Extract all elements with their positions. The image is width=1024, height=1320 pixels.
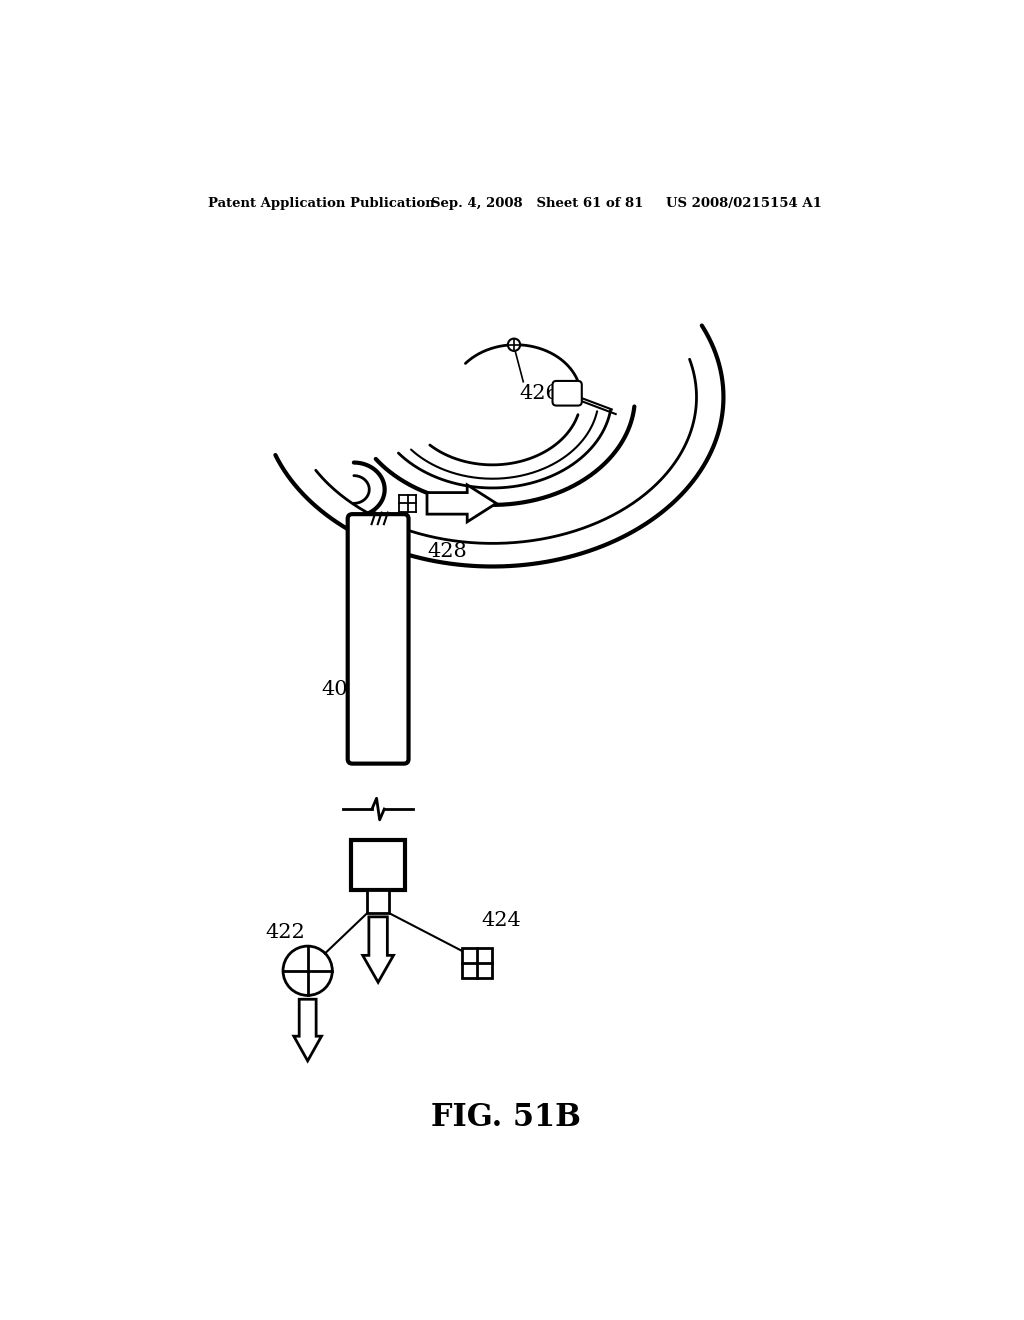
- Bar: [368, 890, 389, 913]
- Text: 402: 402: [322, 680, 361, 700]
- Bar: [351, 840, 406, 890]
- FancyBboxPatch shape: [348, 515, 409, 763]
- Bar: [462, 948, 493, 978]
- Text: US 2008/0215154 A1: US 2008/0215154 A1: [666, 197, 821, 210]
- FancyBboxPatch shape: [553, 381, 582, 405]
- Polygon shape: [362, 917, 393, 982]
- Text: 422: 422: [265, 923, 305, 941]
- Text: 426: 426: [519, 384, 559, 403]
- Circle shape: [508, 339, 520, 351]
- Text: 424: 424: [481, 911, 520, 931]
- Text: 428: 428: [427, 541, 467, 561]
- Polygon shape: [427, 484, 497, 521]
- Polygon shape: [294, 999, 322, 1061]
- Text: Sep. 4, 2008   Sheet 61 of 81: Sep. 4, 2008 Sheet 61 of 81: [431, 197, 643, 210]
- Text: FIG. 51B: FIG. 51B: [431, 1102, 581, 1133]
- Text: Patent Application Publication: Patent Application Publication: [208, 197, 434, 210]
